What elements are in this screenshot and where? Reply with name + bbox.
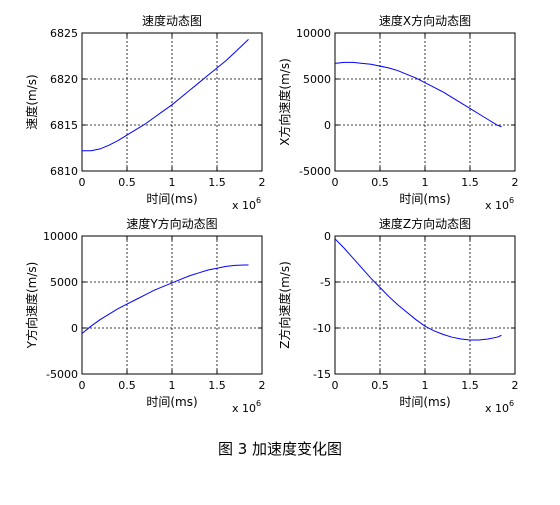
x-multiplier: x 106: [232, 399, 261, 415]
y-tick-label: 6820: [50, 73, 78, 86]
y-tick-label: 6825: [50, 27, 78, 40]
chart-panel-2: 0 0.5 1 1.5 2-50000500010000速度X方向动态图时间(ms)X方…: [277, 13, 519, 212]
x-tick-label: 2: [259, 379, 266, 392]
y-tick-label: -5000: [299, 165, 331, 178]
x-tick-label: 2: [512, 176, 519, 189]
x-tick-label: 0: [332, 176, 339, 189]
chart-title: 速度Z方向动态图: [379, 216, 471, 231]
x-multiplier-exponent: 6: [509, 196, 514, 205]
y-axis-label: 速度(m/s): [24, 74, 39, 129]
x-tick-label: 0.5: [371, 176, 389, 189]
x-axis-label: 时间(ms): [146, 192, 197, 206]
x-tick-label: 0.5: [118, 176, 136, 189]
y-axis-label: Z方向速度(m/s): [277, 261, 292, 349]
y-tick-label: 6810: [50, 165, 78, 178]
x-axis-label: 时间(ms): [399, 192, 450, 206]
x-tick-label: 1: [422, 176, 429, 189]
x-tick-label: 2: [259, 176, 266, 189]
x-tick-label: 1.5: [208, 176, 226, 189]
series-line-1: [82, 39, 249, 152]
y-tick-label: 0: [324, 230, 331, 243]
x-axis-label: 时间(ms): [399, 395, 450, 409]
x-multiplier-exponent: 6: [509, 399, 514, 408]
x-tick-label: 1.5: [461, 379, 479, 392]
x-tick-label: 0.5: [118, 379, 136, 392]
series-line-1: [81, 264, 249, 334]
x-tick-label: 1.5: [208, 379, 226, 392]
y-tick-label: -15: [313, 368, 331, 381]
y-axis-label: Y方向速度(m/s): [24, 262, 39, 350]
y-tick-label: -5: [320, 276, 331, 289]
y-tick-label: -5000: [46, 368, 78, 381]
y-axis-label: X方向速度(m/s): [277, 58, 292, 146]
x-tick-label: 2: [512, 379, 519, 392]
y-tick-label: 10000: [296, 27, 331, 40]
x-tick-label: 0: [332, 379, 339, 392]
series-line-1: [334, 61, 502, 128]
y-tick-label: 0: [324, 119, 331, 132]
x-multiplier-exponent: 6: [256, 196, 261, 205]
y-tick-label: 5000: [50, 276, 78, 289]
x-tick-label: 1.5: [461, 176, 479, 189]
x-tick-label: 1: [169, 176, 176, 189]
x-tick-label: 1: [422, 379, 429, 392]
figure-caption: 图 3 加速度变化图: [217, 440, 343, 458]
x-tick-label: 1: [169, 379, 176, 392]
x-axis-label: 时间(ms): [146, 395, 197, 409]
y-tick-label: 6815: [50, 119, 78, 132]
x-multiplier: x 106: [485, 399, 514, 415]
y-tick-label: 0: [71, 322, 78, 335]
x-tick-label: 0: [79, 176, 86, 189]
x-multiplier: x 106: [485, 196, 514, 212]
x-multiplier-exponent: 6: [256, 399, 261, 408]
x-tick-label: 0.5: [371, 379, 389, 392]
chart-panel-3: 0 0.5 1 1.5 2-50000500010000速度Y方向动态图时间(ms)Y方…: [24, 216, 266, 415]
y-tick-label: -10: [313, 322, 331, 335]
y-tick-label: 5000: [303, 73, 331, 86]
y-tick-label: 10000: [43, 230, 78, 243]
x-multiplier: x 106: [232, 196, 261, 212]
chart-title: 速度Y方向动态图: [126, 216, 217, 231]
series-line-1: [334, 238, 502, 341]
chart-title: 速度动态图: [142, 13, 202, 28]
chart-title: 速度X方向动态图: [379, 13, 471, 28]
x-tick-label: 0: [79, 379, 86, 392]
